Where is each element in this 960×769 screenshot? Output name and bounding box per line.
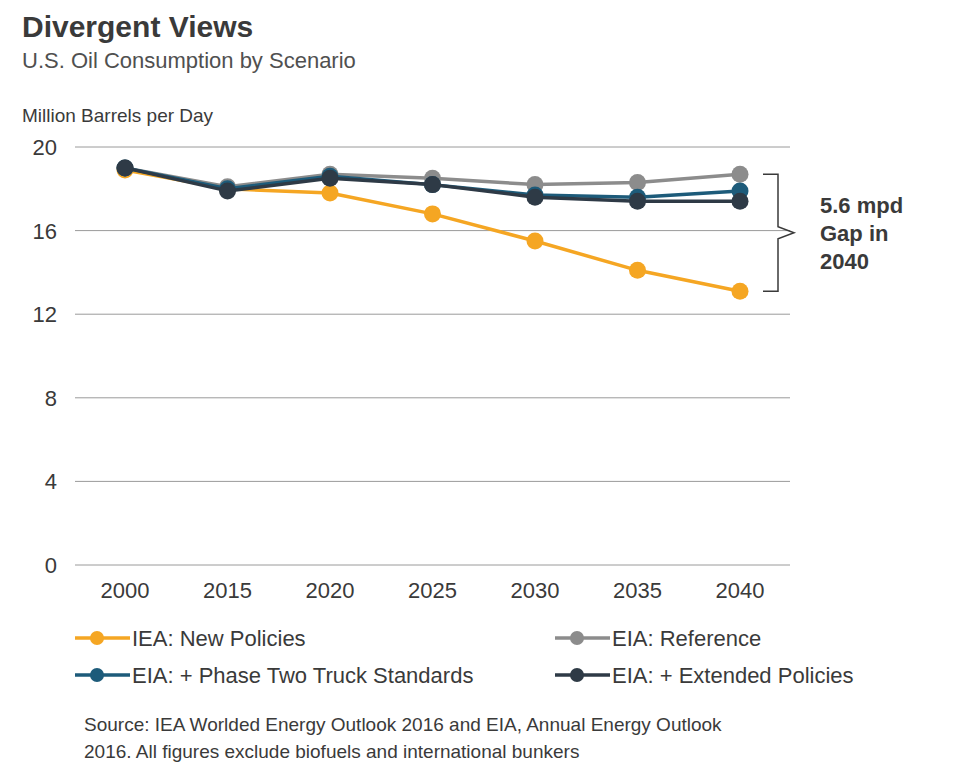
x-tick-label: 2015 (203, 578, 252, 603)
subtitle: U.S. Oil Consumption by Scenario (22, 48, 356, 73)
y-tick-label: 20 (33, 135, 57, 160)
series-marker (117, 159, 134, 176)
series-marker (117, 159, 134, 176)
series-marker (527, 189, 544, 206)
legend: IEA: New Policies EIA: Reference EIA: + Ph… (75, 626, 854, 688)
series-marker (732, 283, 749, 300)
series-marker (732, 166, 749, 183)
x-tick-label: 2020 (306, 578, 355, 603)
grid-line (75, 230, 790, 231)
plot-area (117, 159, 749, 299)
x-tick-label: 2000 (101, 578, 150, 603)
series-marker (219, 182, 236, 199)
legend-marker (570, 668, 584, 682)
source-note: Source: IEA Worlded Energy Outlook 2016 … (84, 714, 722, 735)
grid-line (75, 147, 790, 148)
series-marker (424, 205, 441, 222)
series-marker (424, 176, 441, 193)
source-note: 2016. All figures exclude biofuels and i… (84, 741, 579, 762)
series-marker (732, 193, 749, 210)
legend-marker (90, 668, 104, 682)
x-tick-label: 2040 (716, 578, 765, 603)
series-marker (629, 193, 646, 210)
y-tick-label: 8 (45, 386, 57, 411)
legend-marker (570, 631, 584, 645)
series-marker (117, 159, 134, 176)
series-marker (629, 174, 646, 191)
y-tick-label: 4 (45, 469, 57, 494)
y-tick-label: 12 (33, 302, 57, 327)
grid-line (75, 565, 790, 566)
grid-line (75, 314, 790, 315)
legend-marker (90, 631, 104, 645)
annotation: 2040 (820, 249, 869, 274)
y-tick-label: 0 (45, 553, 57, 578)
series-marker (424, 176, 441, 193)
y-tick-label: 16 (33, 219, 57, 244)
title: Divergent Views (22, 10, 253, 43)
grid-line (75, 397, 790, 398)
series-marker (527, 233, 544, 250)
annotation: 5.6 mpd (820, 193, 903, 218)
x-tick-label: 2025 (408, 578, 457, 603)
annotation-bracket (763, 174, 794, 291)
legend-label: EIA: + Phase Two Truck Standards (132, 663, 473, 688)
grid (75, 147, 790, 565)
series-line (125, 168, 740, 201)
x-tick-label: 2030 (511, 578, 560, 603)
series-marker (322, 170, 339, 187)
legend-label: IEA: New Policies (132, 626, 306, 651)
annotation: Gap in (820, 221, 888, 246)
series-marker (629, 262, 646, 279)
chart: Divergent Views U.S. Oil Consumption by S… (0, 0, 960, 769)
series-line (125, 168, 740, 197)
legend-label: EIA: + Extended Policies (612, 663, 854, 688)
series-marker (322, 184, 339, 201)
grid-line (75, 481, 790, 482)
x-tick-label: 2035 (613, 578, 662, 603)
y-axis-label: Million Barrels per Day (22, 105, 214, 126)
legend-label: EIA: Reference (612, 626, 761, 651)
